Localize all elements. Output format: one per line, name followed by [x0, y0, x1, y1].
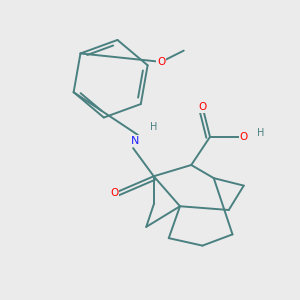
Text: O: O [110, 188, 118, 198]
Text: H: H [150, 122, 158, 133]
Text: O: O [198, 102, 207, 112]
Text: O: O [240, 132, 248, 142]
Text: H: H [257, 128, 264, 138]
Text: O: O [157, 57, 165, 67]
Text: N: N [131, 136, 139, 146]
